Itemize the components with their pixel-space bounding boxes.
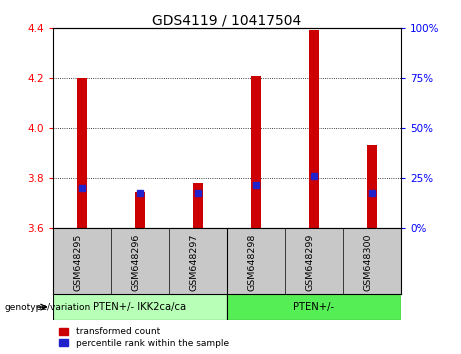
- Bar: [77, 78, 87, 228]
- Legend: transformed count, percentile rank within the sample: transformed count, percentile rank withi…: [58, 326, 230, 349]
- Text: GSM648299: GSM648299: [305, 234, 314, 291]
- Bar: [53, 295, 227, 320]
- Bar: [135, 192, 145, 228]
- Bar: [227, 295, 401, 320]
- Text: GSM648297: GSM648297: [189, 234, 198, 291]
- Bar: [367, 144, 377, 228]
- Text: GSM648296: GSM648296: [131, 234, 140, 291]
- Bar: [193, 183, 203, 228]
- Text: PTEN+/-: PTEN+/-: [294, 302, 335, 312]
- Text: GSM648300: GSM648300: [363, 234, 372, 291]
- Text: GSM648295: GSM648295: [73, 234, 82, 291]
- Text: GSM648298: GSM648298: [247, 234, 256, 291]
- Bar: [309, 30, 319, 228]
- Text: genotype/variation: genotype/variation: [5, 303, 91, 312]
- Title: GDS4119 / 10417504: GDS4119 / 10417504: [153, 13, 301, 27]
- Text: PTEN+/- IKK2ca/ca: PTEN+/- IKK2ca/ca: [94, 302, 187, 312]
- Bar: [251, 76, 261, 228]
